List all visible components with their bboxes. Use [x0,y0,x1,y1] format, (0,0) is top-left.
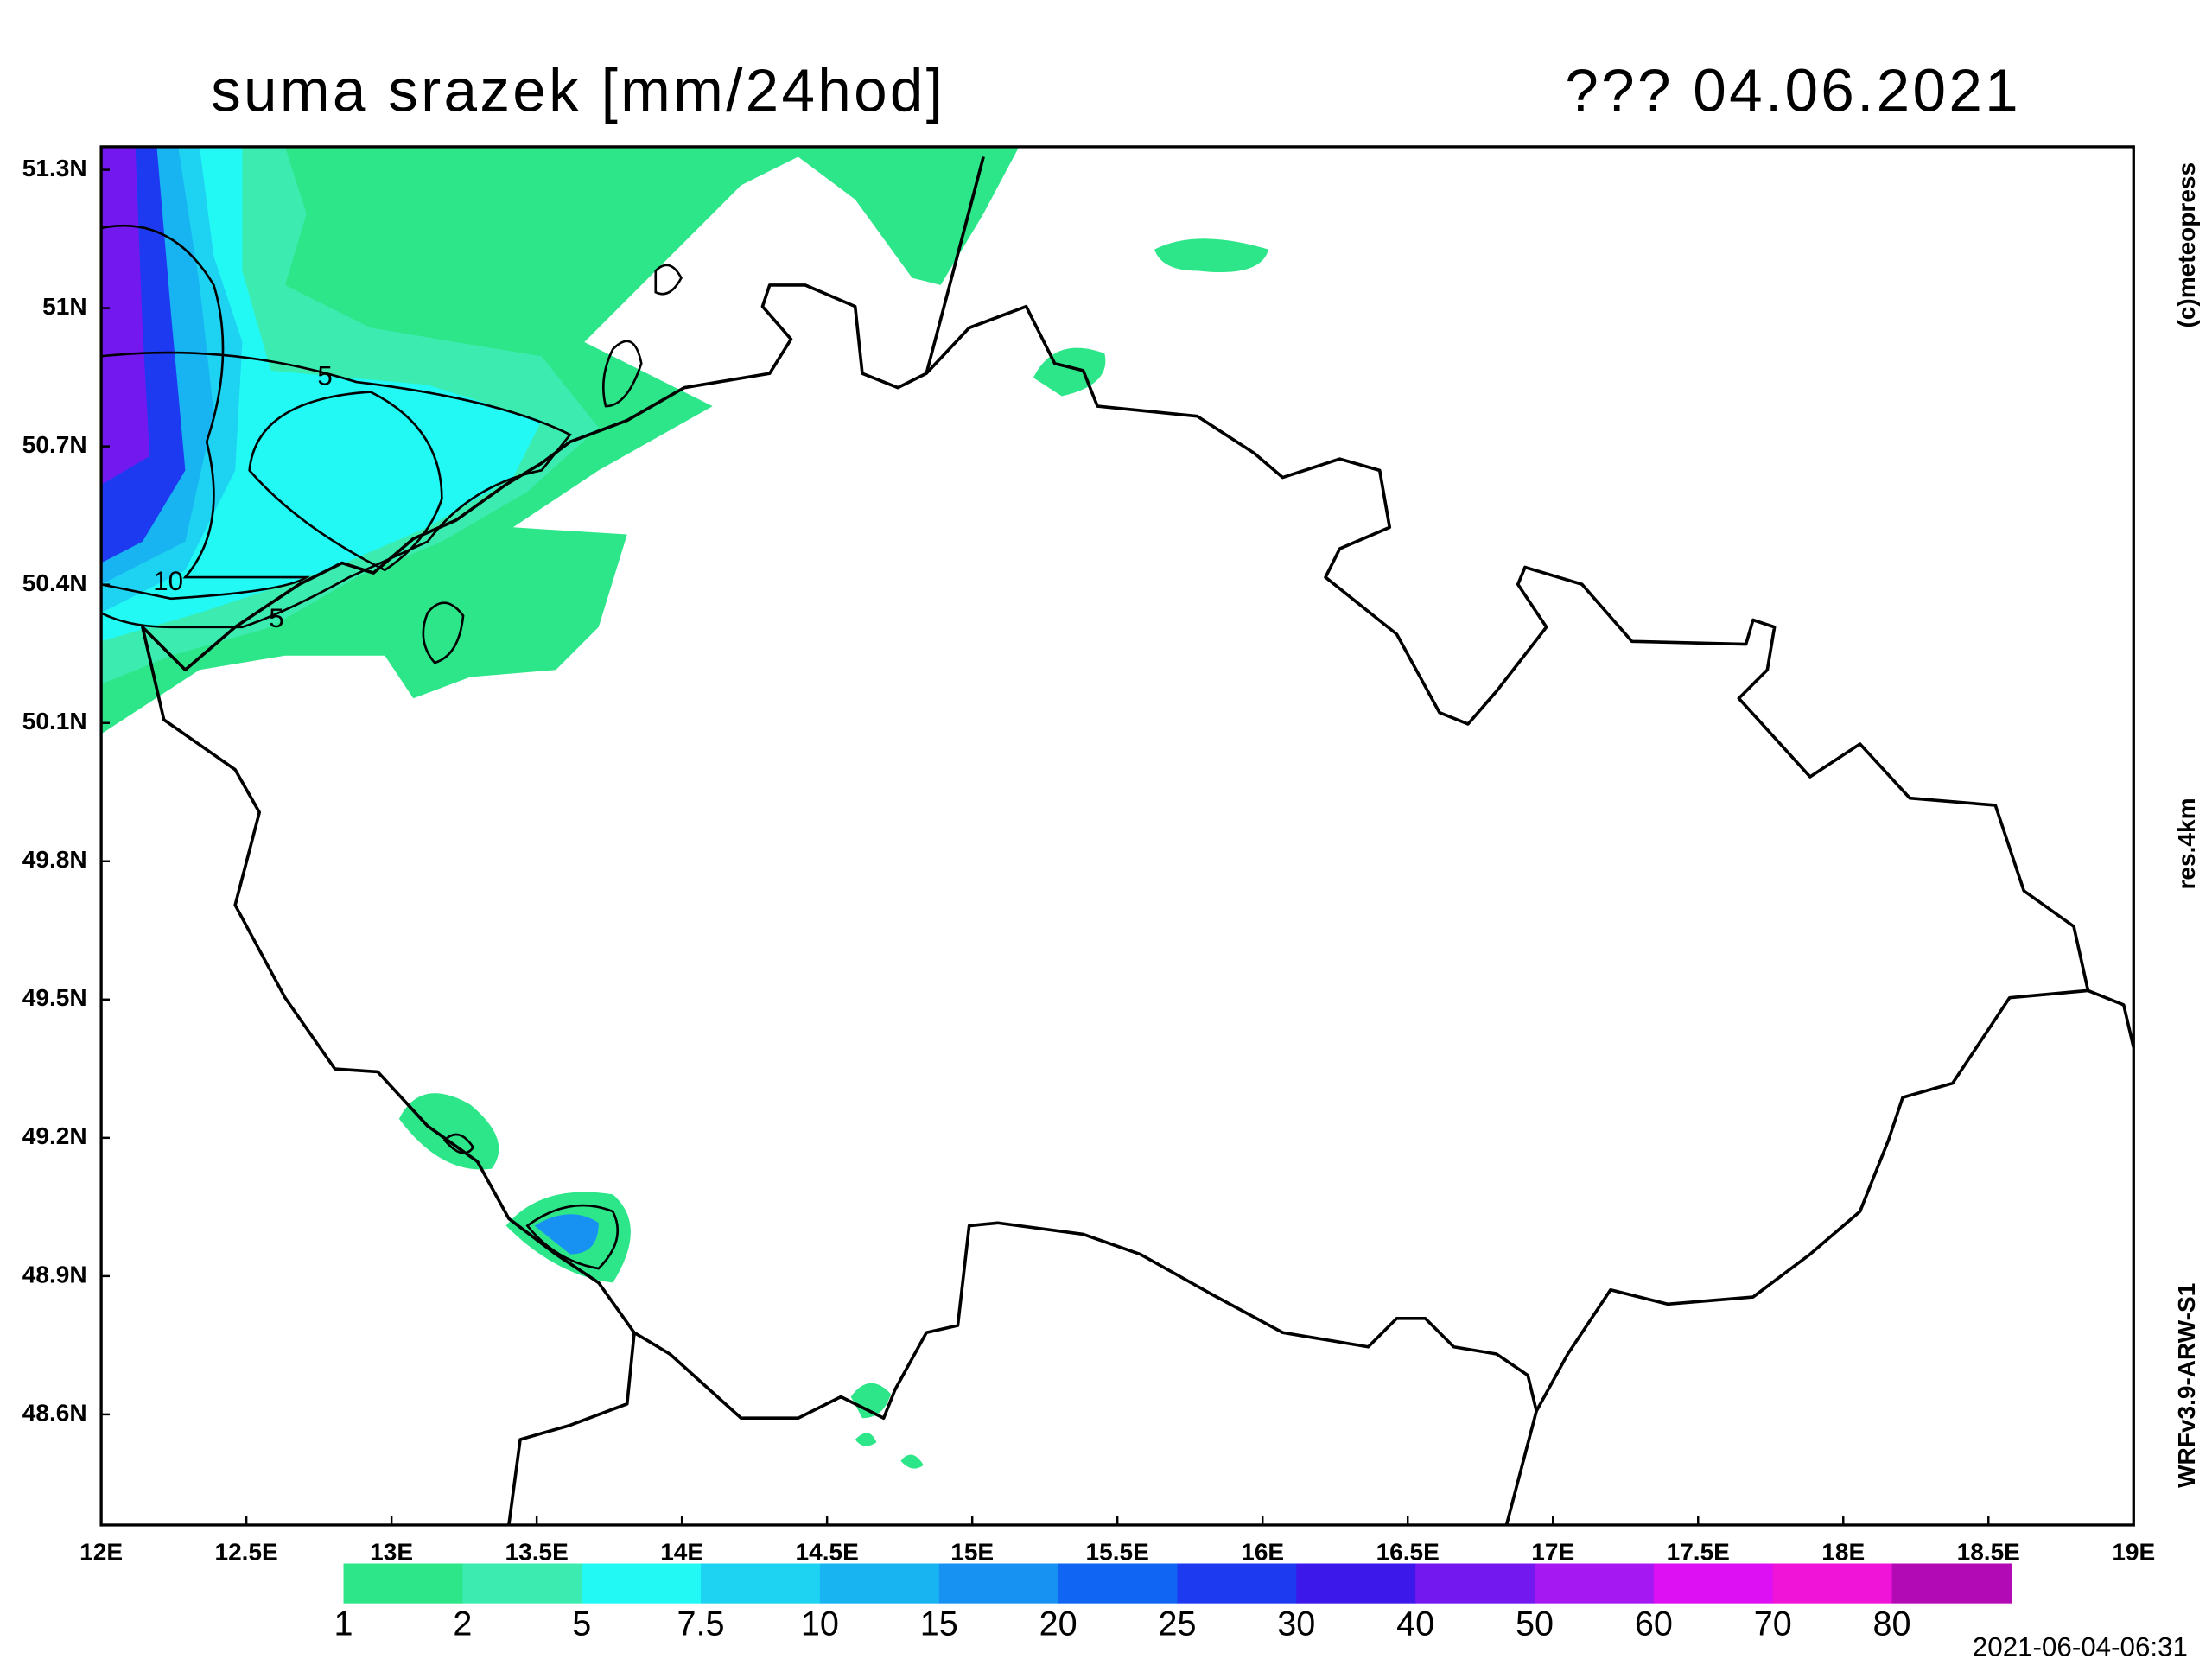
legend-swatch [701,1563,821,1604]
model: WRFv3.9-ARW-S1 [2173,1283,2200,1488]
legend-label: 50 [1516,1605,1554,1643]
contour-line [422,601,465,664]
legend-label: 80 [1873,1605,1911,1643]
y-tick-label: 50.1N [22,708,87,734]
legend-swatch [1058,1563,1179,1604]
legend-label: 10 [801,1605,839,1643]
copyright: (c)meteopress [2173,162,2200,328]
legend-label: 15 [920,1605,958,1643]
legend-swatch [1296,1563,1416,1604]
x-tick-label: 16E [1241,1538,1284,1565]
title: suma srazek [mm/24hod] [211,57,945,124]
legend-label: 20 [1039,1605,1077,1643]
y-tick-label: 50.7N [22,431,87,458]
contour-label: 10 [153,566,183,596]
y-tick-label: 48.6N [22,1399,87,1426]
legend-swatch [343,1563,464,1604]
precip-area [850,1382,924,1469]
legend-swatch [1535,1563,1655,1604]
precip-area [398,1093,499,1170]
x-tick-label: 14.5E [796,1538,859,1565]
date: ??? 04.06.2021 [1565,57,2021,124]
precip-area [1033,347,1106,397]
contour-line [442,1133,475,1154]
x-tick-label: 12E [79,1538,123,1565]
contour-line [101,351,572,629]
legend-swatch [819,1563,940,1604]
precip-area [1154,238,1269,273]
precip-area [418,598,471,671]
x-tick-label: 12.5E [214,1538,277,1565]
contour-line [601,264,683,408]
map-area [101,146,2134,1525]
x-tick-label: 13E [370,1538,413,1565]
x-tick-label: 14E [660,1538,703,1565]
x-tick-label: 17.5E [1667,1538,1730,1565]
legend-label: 40 [1396,1605,1434,1643]
legend-label: 2 [453,1605,472,1643]
contour-label: 5 [317,360,332,391]
legend-label: 7.5 [677,1605,725,1643]
legend-label: 60 [1635,1605,1673,1643]
border [141,283,2090,1421]
legend-swatch [938,1563,1059,1604]
x-tick-label: 17E [1531,1538,1574,1565]
legend-swatch [582,1563,702,1604]
x-tick-label: 15.5E [1086,1538,1149,1565]
x-tick-label: 15E [950,1538,994,1565]
x-tick-label: 18.5E [1957,1538,2020,1565]
legend-label: 30 [1277,1605,1315,1643]
x-tick-label: 18E [1821,1538,1865,1565]
legend-label: 1 [334,1605,353,1643]
y-tick-label: 51.3N [22,155,87,181]
legend-label: 25 [1158,1605,1196,1643]
contour-line [101,224,311,601]
y-tick-label: 51N [42,293,86,320]
x-tick-label: 16.5E [1376,1538,1440,1565]
timestamp: 2021-06-04-06:31 [1973,1632,2188,1659]
legend-swatch [1177,1563,1298,1604]
contour-line [525,1204,620,1270]
x-tick-label: 19E [2112,1538,2155,1565]
legend-label: 5 [572,1605,591,1643]
contour-label: 5 [269,603,283,633]
border [507,156,2134,1525]
legend-swatch [462,1563,583,1604]
x-tick-label: 13.5E [505,1538,569,1565]
legend-swatch [1415,1563,1535,1604]
legend-label: 70 [1754,1605,1792,1643]
resolution: res.4km [2173,798,2200,890]
y-tick-label: 49.5N [22,984,87,1011]
y-tick-label: 49.2N [22,1122,87,1149]
precip-area [534,1214,599,1255]
contour-line [248,391,443,572]
y-tick-label: 49.8N [22,846,87,873]
precip-area [101,146,150,485]
y-tick-label: 48.9N [22,1261,87,1287]
y-tick-label: 50.4N [22,569,87,596]
legend-swatch [1772,1563,1893,1604]
legend-swatch [1653,1563,1774,1604]
legend-swatch [1891,1563,2012,1604]
